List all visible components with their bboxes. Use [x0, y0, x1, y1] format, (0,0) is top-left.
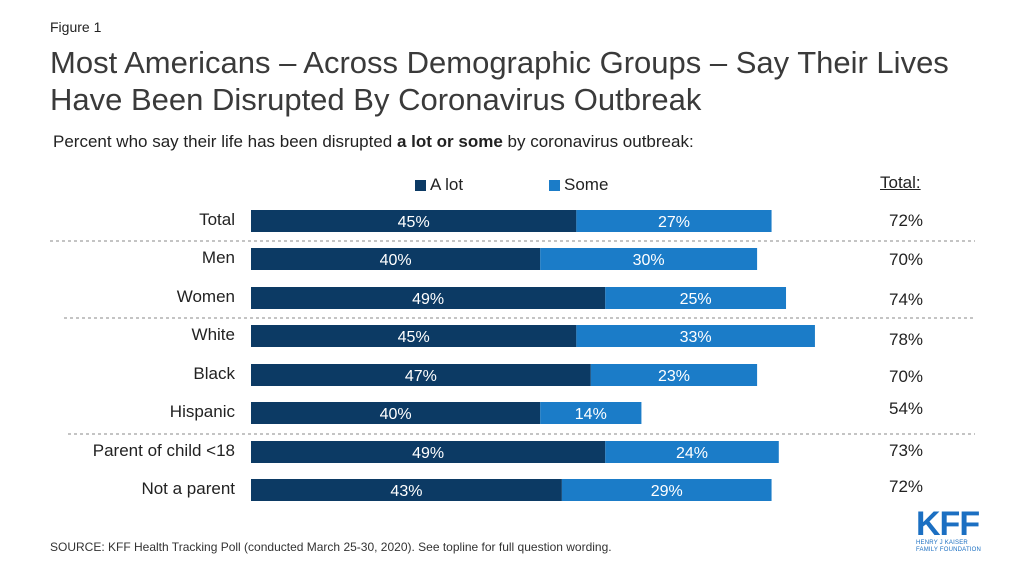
legend-label-some: Some	[564, 175, 609, 194]
category-label: Parent of child <18	[92, 441, 235, 460]
bar-data-label: 40%	[380, 252, 412, 269]
total-value: 70%	[889, 250, 924, 269]
legend-swatch-some	[549, 179, 560, 191]
figure-label: Figure 1	[50, 19, 102, 35]
bar-data-label: 24%	[676, 445, 708, 462]
kff-logo: KFF HENRY J KAISER FAMILY FOUNDATION	[916, 505, 988, 554]
total-value: 73%	[889, 441, 924, 460]
total-value: 78%	[889, 330, 924, 349]
category-label: Black	[193, 364, 235, 383]
bar-segment-a-lot	[251, 287, 606, 309]
bar-segment-some	[605, 441, 779, 463]
bar-segment-a-lot	[251, 248, 541, 270]
bar-data-label: 40%	[380, 406, 412, 423]
bar-data-label: 29%	[651, 483, 683, 500]
logo-text: KFF	[916, 505, 980, 543]
bar-data-label: 45%	[398, 329, 430, 346]
total-value: 72%	[889, 477, 924, 496]
subtitle-bold: a lot or some	[396, 132, 503, 151]
category-label: Women	[176, 287, 235, 306]
chart-subtitle: Percent who say their life has been disr…	[53, 132, 694, 152]
subtitle-prefix: Percent who say their life has been disr…	[53, 132, 397, 151]
chart-title: Most Americans – Across Demographic Grou…	[50, 45, 949, 117]
bar-segment-some	[540, 248, 758, 270]
bar-segment-some	[590, 364, 758, 386]
bar-data-label: 33%	[680, 329, 712, 346]
bar-segment-some	[540, 402, 642, 424]
total-value: 74%	[889, 290, 924, 309]
total-value: 70%	[889, 367, 924, 386]
bar-segment-some	[576, 325, 815, 347]
category-label: Total	[199, 210, 235, 229]
legend-label-a-lot: A lot	[430, 175, 464, 194]
bar-data-label: 45%	[398, 214, 430, 231]
legend-some: Some	[549, 175, 608, 195]
category-label: White	[191, 325, 235, 344]
bar-segment-a-lot	[251, 364, 591, 386]
subtitle-suffix: by coronavirus outbreak:	[502, 132, 694, 151]
category-label: Not a parent	[141, 479, 235, 498]
logo-subtext-1: HENRY J KAISER	[916, 540, 968, 546]
bar-data-label: 49%	[412, 445, 444, 462]
total-value: 54%	[889, 399, 924, 418]
bar-segment-some	[576, 210, 772, 232]
bar-segment-some	[605, 287, 787, 309]
bar-segment-a-lot	[251, 210, 577, 232]
category-label: Hispanic	[169, 402, 235, 421]
bar-segment-a-lot	[251, 441, 606, 463]
category-label: Men	[201, 248, 235, 267]
bar-data-label: 27%	[658, 214, 690, 231]
bar-data-label: 25%	[680, 291, 712, 308]
bar-data-label: 43%	[390, 483, 422, 500]
source-footer: SOURCE: KFF Health Tracking Poll (conduc…	[50, 540, 612, 554]
bar-segment-a-lot	[251, 325, 577, 347]
legend-swatch-a-lot	[415, 179, 426, 191]
legend-a-lot: A lot	[415, 175, 463, 195]
bar-segment-a-lot	[251, 402, 541, 424]
logo-subtext-2: FAMILY FOUNDATION	[916, 547, 982, 553]
total-header: Total:	[880, 173, 921, 192]
bar-data-label: 23%	[658, 368, 690, 385]
bar-segment-some	[561, 479, 772, 501]
bar-segment-a-lot	[251, 479, 562, 501]
bar-data-label: 14%	[575, 406, 607, 423]
bar-data-label: 47%	[405, 368, 437, 385]
bar-data-label: 49%	[412, 291, 444, 308]
bar-data-label: 30%	[633, 252, 665, 269]
total-value: 72%	[889, 211, 924, 230]
